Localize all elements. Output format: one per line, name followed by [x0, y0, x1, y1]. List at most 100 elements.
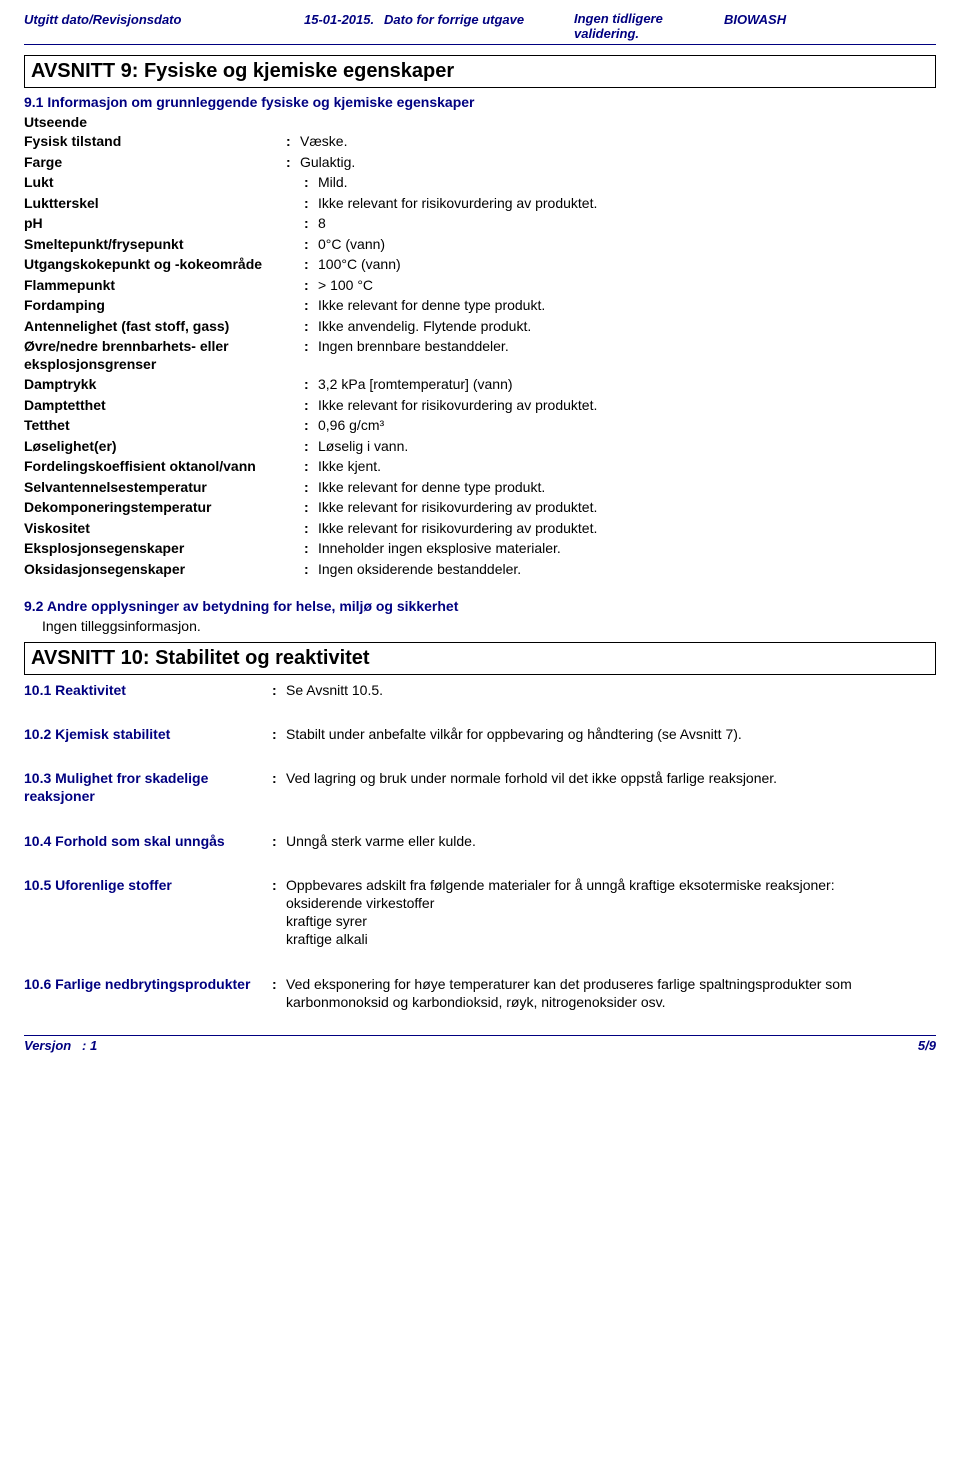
section-10-title: AVSNITT 10: Stabilitet og reaktivitet: [31, 647, 929, 670]
property-value: 0°C (vann): [318, 236, 936, 254]
property-value: Løselig i vann.: [318, 438, 936, 456]
colon: :: [272, 975, 286, 993]
property-row: Dekomponeringstemperatur:Ikke relevant f…: [24, 498, 936, 519]
property-row: Lukt:Mild.: [24, 173, 936, 194]
property-row: Flammepunkt:> 100 °C: [24, 275, 936, 296]
colon: :: [272, 725, 286, 743]
colon: :: [304, 236, 318, 254]
property-row: Løselighet(er):Løselig i vann.: [24, 436, 936, 457]
property-label: Fordamping: [24, 297, 304, 315]
property-label: Øvre/nedre brennbarhets- eller eksplosjo…: [24, 338, 304, 373]
colon: :: [304, 338, 318, 356]
property-value: Ikke relevant for risikovurdering av pro…: [318, 499, 936, 517]
property-value: 3,2 kPa [romtemperatur] (vann): [318, 376, 936, 394]
property-label: Smeltepunkt/frysepunkt: [24, 236, 304, 254]
property-label: Fordelingskoeffisient oktanol/vann: [24, 458, 304, 476]
colon: :: [304, 195, 318, 213]
colon: :: [304, 256, 318, 274]
section-10-label: 10.4 Forhold som skal unngås: [24, 832, 272, 850]
property-row: Smeltepunkt/frysepunkt:0°C (vann): [24, 234, 936, 255]
property-value: Ikke relevant for denne type produkt.: [318, 479, 936, 497]
colon: :: [304, 417, 318, 435]
property-row: Antennelighet (fast stoff, gass):Ikke an…: [24, 316, 936, 337]
property-value: Ikke relevant for risikovurdering av pro…: [318, 520, 936, 538]
property-row: Tetthet:0,96 g/cm³: [24, 416, 936, 437]
section-10-label: 10.2 Kjemisk stabilitet: [24, 725, 272, 743]
section-10-label: 10.3 Mulighet fror skadelige reaksjoner: [24, 769, 272, 805]
property-label: Farge: [24, 154, 286, 172]
property-label: Damptetthet: [24, 397, 304, 415]
colon: :: [304, 499, 318, 517]
colon: :: [304, 297, 318, 315]
property-label: Luktterskel: [24, 195, 304, 213]
section-10-box: AVSNITT 10: Stabilitet og reaktivitet: [24, 642, 936, 675]
property-row: Damptrykk:3,2 kPa [romtemperatur] (vann): [24, 375, 936, 396]
section-10-value: Ved eksponering for høye temperaturer ka…: [286, 975, 936, 1011]
property-value: 8: [318, 215, 936, 233]
footer-page: 5/9: [918, 1038, 936, 1053]
section-10-row: 10.3 Mulighet fror skadelige reaksjoner:…: [24, 769, 936, 805]
property-row: Fordelingskoeffisient oktanol/vann:Ikke …: [24, 457, 936, 478]
header-divider: [24, 44, 936, 45]
property-label: Tetthet: [24, 417, 304, 435]
colon: :: [272, 876, 286, 894]
property-row: Oksidasjonsegenskaper:Ingen oksiderende …: [24, 559, 936, 580]
property-row: Øvre/nedre brennbarhets- eller eksplosjo…: [24, 337, 936, 375]
row-gap: [24, 812, 936, 826]
footer-version: Versjon : 1: [24, 1038, 97, 1053]
colon: :: [304, 318, 318, 336]
colon: :: [304, 458, 318, 476]
property-label: Utgangskokepunkt og -kokeområde: [24, 256, 304, 274]
row-gap: [24, 955, 936, 969]
footer-version-label: Versjon: [24, 1038, 71, 1053]
property-value: Ikke kjent.: [318, 458, 936, 476]
section-10-label: 10.1 Reaktivitet: [24, 681, 272, 699]
colon: :: [272, 681, 286, 699]
header-prev-value: Ingen tidligere validering.: [574, 12, 694, 42]
property-label: Flammepunkt: [24, 277, 304, 295]
property-row: Luktterskel:Ikke relevant for risikovurd…: [24, 193, 936, 214]
colon: :: [304, 215, 318, 233]
property-row: Utgangskokepunkt og -kokeområde:100°C (v…: [24, 255, 936, 276]
property-label: Lukt: [24, 174, 304, 192]
property-row: Fordamping:Ikke relevant for denne type …: [24, 296, 936, 317]
property-label: Eksplosjonsegenskaper: [24, 540, 304, 558]
section-10-row: 10.4 Forhold som skal unngås:Unngå sterk…: [24, 832, 936, 850]
section-10-value: Ved lagring og bruk under normale forhol…: [286, 769, 936, 787]
property-row: Eksplosjonsegenskaper:Inneholder ingen e…: [24, 539, 936, 560]
section-10-label: 10.5 Uforenlige stoffer: [24, 876, 272, 894]
colon: :: [286, 133, 300, 151]
section-10-row: 10.5 Uforenlige stoffer:Oppbevares adski…: [24, 876, 936, 949]
section-10-row: 10.1 Reaktivitet:Se Avsnitt 10.5.: [24, 681, 936, 699]
colon: :: [304, 277, 318, 295]
property-value: Ikke anvendelig. Flytende produkt.: [318, 318, 936, 336]
property-value: 100°C (vann): [318, 256, 936, 274]
property-value: Ikke relevant for denne type produkt.: [318, 297, 936, 315]
section-10-value: Se Avsnitt 10.5.: [286, 681, 936, 699]
property-label: Oksidasjonsegenskaper: [24, 561, 304, 579]
property-row: Farge:Gulaktig.: [24, 152, 936, 173]
property-row: pH:8: [24, 214, 936, 235]
header-issued-label: Utgitt dato/Revisjonsdato: [24, 12, 304, 42]
property-row: Viskositet:Ikke relevant for risikovurde…: [24, 518, 936, 539]
section-10-value: Stabilt under anbefalte vilkår for oppbe…: [286, 725, 936, 743]
page-footer: Versjon : 1 5/9: [24, 1036, 936, 1053]
property-value: Gulaktig.: [300, 154, 936, 172]
property-label: Damptrykk: [24, 376, 304, 394]
property-value: Ikke relevant for risikovurdering av pro…: [318, 397, 936, 415]
header-date: 15-01-2015.: [304, 12, 384, 42]
section-10-value: Oppbevares adskilt fra følgende material…: [286, 876, 936, 949]
section-9-title: AVSNITT 9: Fysiske og kjemiske egenskape…: [31, 60, 929, 83]
row-gap: [24, 705, 936, 719]
utseende-label: Utseende: [24, 114, 936, 130]
property-value: Ikke relevant for risikovurdering av pro…: [318, 195, 936, 213]
row-gap: [24, 749, 936, 763]
property-value: Ingen brennbare bestanddeler.: [318, 338, 936, 356]
property-label: Viskositet: [24, 520, 304, 538]
page-header: Utgitt dato/Revisjonsdato 15-01-2015. Da…: [24, 12, 936, 44]
colon: :: [304, 540, 318, 558]
property-value: Mild.: [318, 174, 936, 192]
colon: :: [286, 154, 300, 172]
property-row: Damptetthet:Ikke relevant for risikovurd…: [24, 395, 936, 416]
colon: :: [304, 376, 318, 394]
